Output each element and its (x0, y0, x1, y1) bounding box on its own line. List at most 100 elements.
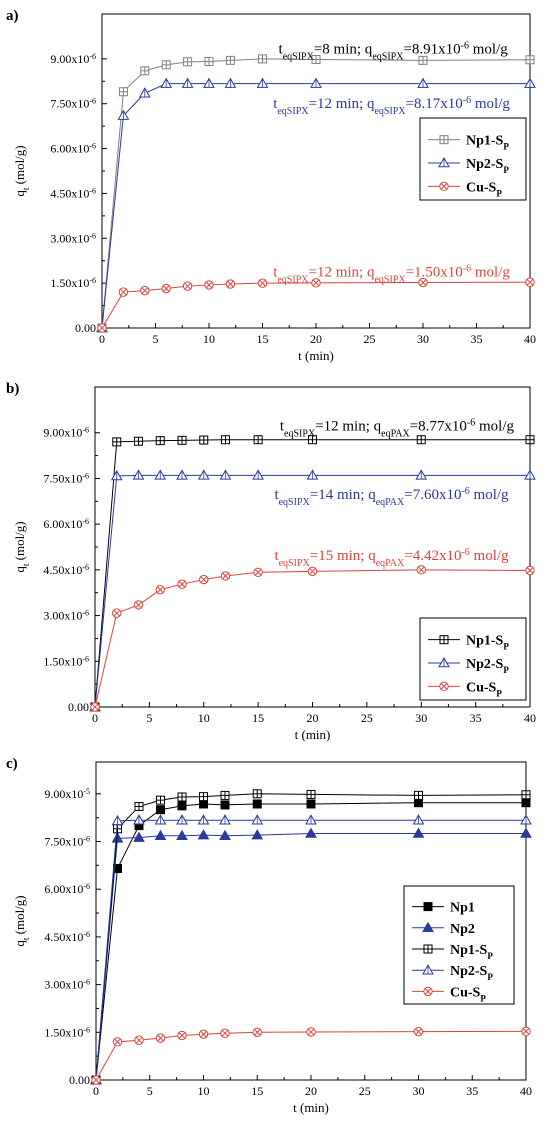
annotation-text: teqSIPX=14 min; qeqPAX=7.60x10-6 mol/g (274, 486, 509, 508)
data-point (220, 1028, 230, 1038)
data-point (525, 55, 535, 65)
legend-label: Np2-SP (466, 157, 509, 175)
data-point (418, 277, 428, 288)
y-tick-label: 6.00x10-6 (50, 141, 96, 156)
legend-entry: Np2-SP (428, 656, 509, 675)
data-point (412, 814, 425, 825)
data-point (220, 790, 230, 800)
data-point (252, 789, 262, 799)
data-point (521, 790, 531, 800)
y-axis-title: qt (mol/g) (12, 145, 31, 196)
x-tick-label: 5 (153, 332, 159, 346)
data-point (138, 87, 151, 98)
data-point (253, 435, 263, 445)
data-point (414, 790, 423, 800)
data-point (305, 814, 317, 825)
x-tick-label: 30 (413, 1084, 425, 1098)
data-point (310, 77, 322, 88)
annotation-text: teqSIPX=12 min; qeqSIPX=8.17x10-6 mol/g (273, 95, 510, 117)
data-point (253, 567, 263, 577)
data-point (183, 57, 193, 67)
data-point (177, 435, 187, 445)
data-point (97, 323, 107, 333)
y-tick-label: 0.00 (68, 700, 89, 714)
annotation-text: teqSIPX=15 min; qeqPAX=4.42x10-6 mol/g (274, 546, 509, 568)
data-point (156, 795, 165, 805)
x-tick-label: 5 (147, 1084, 153, 1098)
y-tick-label: 6.00x10-6 (44, 882, 90, 897)
data-point (91, 1075, 101, 1085)
annotation-text: teqSIPX=12 min; qeqSIPX=1.50x10-6 mol/g (273, 263, 510, 285)
legend-label: Np1-SP (466, 634, 509, 652)
data-point (154, 829, 167, 841)
data-point (225, 55, 235, 65)
series-np2 (90, 827, 532, 1085)
y-tick-label: 0.00 (69, 1073, 90, 1087)
data-point (176, 814, 188, 825)
data-point (525, 565, 535, 576)
panel-label: a) (6, 8, 19, 24)
y-tick-label: 1.50x10-6 (50, 276, 96, 291)
data-point (112, 1037, 123, 1047)
series-np2-s (96, 77, 536, 333)
y-tick-label: 0.00 (75, 321, 96, 335)
data-point (161, 283, 171, 294)
y-tick-label: 9.00x10-5 (44, 786, 90, 801)
data-point (182, 281, 193, 291)
data-point (203, 77, 215, 88)
data-point (306, 799, 316, 809)
y-tick-label: 9.00x10-6 (50, 51, 96, 66)
data-point (176, 829, 188, 841)
data-point (525, 435, 535, 445)
y-axis-title: qt (mol/g) (12, 895, 31, 946)
legend-entry: Cu-SP (428, 680, 502, 698)
x-tick-label: 25 (364, 332, 376, 346)
data-point (111, 814, 124, 826)
data-point (155, 436, 165, 446)
data-point (154, 814, 167, 825)
data-point (112, 437, 122, 447)
data-point (118, 287, 129, 297)
data-point (524, 77, 536, 88)
y-tick-label: 4.50x10-6 (50, 186, 96, 201)
data-point (110, 469, 123, 481)
data-point (199, 574, 209, 585)
data-point (524, 469, 536, 480)
data-point (521, 798, 531, 808)
legend-label: Np2-SP (450, 964, 493, 982)
data-point (204, 280, 214, 290)
y-tick-label: 1.50x10-6 (43, 654, 89, 669)
data-point (525, 277, 535, 287)
annotation-text: teqSIPX=12 min; qeqPAX=8.77x10-6 mol/g (280, 417, 515, 439)
data-point (520, 814, 532, 825)
data-point (90, 702, 100, 712)
data-point (156, 805, 165, 815)
data-point (134, 802, 144, 812)
data-point (220, 571, 231, 581)
y-tick-label: 1.50x10-6 (44, 1025, 90, 1040)
y-tick-label: 3.00x10-6 (50, 231, 96, 246)
x-tick-label: 35 (470, 711, 482, 725)
x-tick-label: 0 (99, 332, 105, 346)
data-point (176, 469, 188, 480)
data-point (252, 1027, 262, 1037)
legend-entry: Cu-SP (428, 180, 502, 198)
series-cu-s (91, 1026, 531, 1085)
legend-label: Cu-SP (466, 680, 502, 698)
x-axis-title: t (min) (298, 348, 334, 363)
x-tick-label: 35 (466, 1084, 478, 1098)
data-point (252, 799, 262, 809)
data-point (111, 832, 124, 843)
x-axis-title: t (min) (295, 727, 331, 742)
data-point (413, 1026, 424, 1037)
legend-entry: Np2 (412, 921, 475, 937)
legend-entry: Cu-SP (412, 985, 486, 1003)
data-point (306, 789, 316, 799)
y-tick-label: 7.50x10-6 (44, 834, 90, 849)
legend-label: Cu-SP (466, 180, 502, 198)
x-tick-label: 40 (524, 711, 536, 725)
y-tick-label: 6.00x10-6 (43, 517, 89, 532)
chart-panel-c: c) 0 5 10 15 20 25 30 35 40 0.00 1.50x10-6 3.00x10-6… (6, 756, 532, 1115)
data-point (416, 435, 426, 445)
series-cu-s (90, 565, 535, 712)
